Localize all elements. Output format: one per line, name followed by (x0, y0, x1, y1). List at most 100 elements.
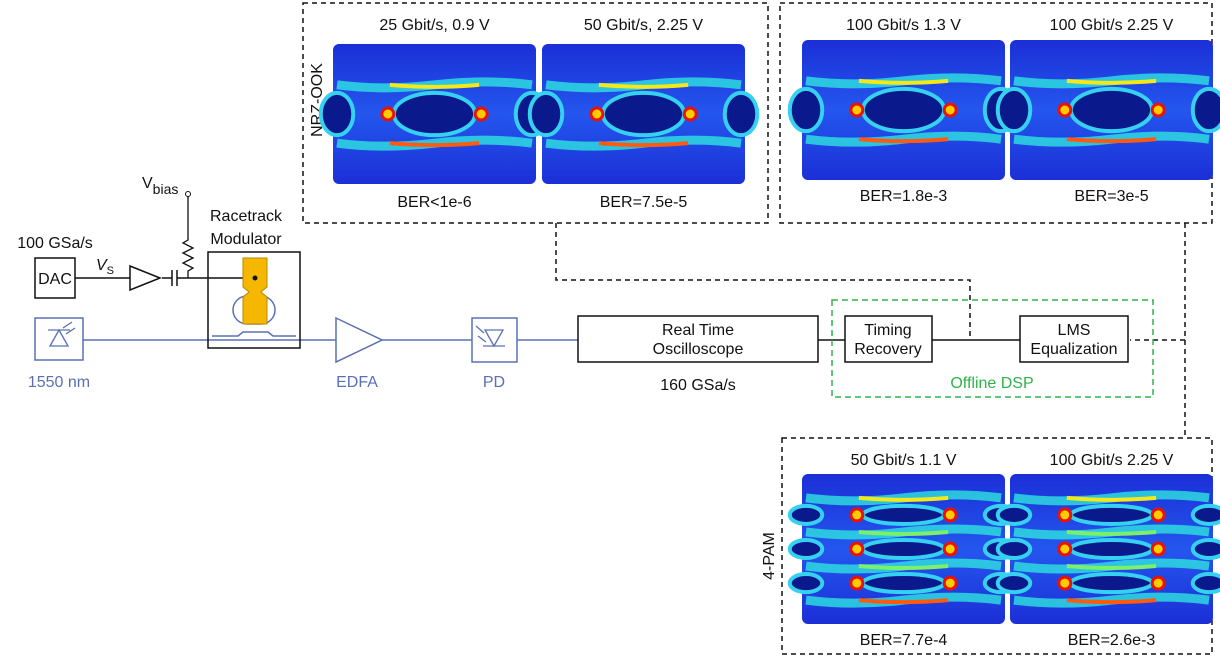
edfa-label: EDFA (336, 374, 378, 391)
crossing (1152, 543, 1164, 555)
eye-opening (863, 506, 944, 524)
crossing (1059, 543, 1071, 555)
eye-trace (599, 143, 688, 145)
electrode (243, 258, 267, 324)
eye-title: 50 Gbit/s, 2.25 V (584, 17, 704, 34)
crossing (1152, 104, 1164, 116)
ber-label: BER<1e-6 (397, 194, 471, 211)
bias: V (142, 175, 153, 192)
eye-opening (1193, 540, 1220, 558)
eye-opening (603, 93, 684, 135)
eye-diagram (998, 40, 1220, 180)
eye-title: 100 Gbit/s 2.25 V (1050, 452, 1174, 469)
eye-opening (790, 540, 822, 558)
laser-label: 1550 nm (28, 374, 90, 391)
eye-opening (998, 506, 1030, 524)
crossing (1059, 577, 1071, 589)
eye-opening (1193, 89, 1220, 131)
eye-trace (390, 143, 479, 145)
eye-diagram (790, 40, 1017, 180)
format-label: 4-PAM (761, 532, 778, 580)
eye-title: 50 Gbit/s 1.1 V (851, 452, 957, 469)
eye-opening (530, 93, 562, 135)
contact (253, 276, 258, 281)
crossing (591, 108, 603, 120)
eye-trace (1067, 81, 1156, 83)
osc-label-2: Oscilloscope (653, 341, 744, 358)
osc-rate: 160 GSa/s (660, 377, 736, 394)
eye-trace (1067, 566, 1156, 568)
eye-opening (725, 93, 757, 135)
dac-rate: 100 GSa/s (17, 235, 93, 252)
eye-trace (1067, 600, 1156, 602)
eye-trace (859, 532, 948, 534)
laser (35, 318, 83, 360)
eye-opening (998, 574, 1030, 592)
signal-label: VS (96, 257, 114, 277)
crossing (851, 577, 863, 589)
crossing (851, 543, 863, 555)
eye-opening (1193, 574, 1220, 592)
ber-label: BER=3e-5 (1074, 188, 1148, 205)
crossing (382, 108, 394, 120)
eye-trace (859, 139, 948, 141)
crossing (851, 104, 863, 116)
dsp-block-text: Recovery (854, 341, 922, 358)
eye-opening (1071, 540, 1152, 558)
crossing (1059, 104, 1071, 116)
crossing (944, 104, 956, 116)
crossing (1152, 577, 1164, 589)
eye-trace (1067, 139, 1156, 141)
eye-opening (998, 89, 1030, 131)
eye-trace (1067, 498, 1156, 500)
eye-title: 25 Gbit/s, 0.9 V (379, 17, 490, 34)
eye-trace (859, 81, 948, 83)
eye-opening (998, 540, 1030, 558)
pd-label: PD (483, 374, 505, 391)
dsp-label: Offline DSP (950, 375, 1033, 392)
ber-label: BER=7.7e-4 (860, 632, 948, 649)
eye-trace (859, 566, 948, 568)
eye-trace (599, 85, 688, 87)
pd (472, 318, 517, 362)
bias-sub: bias (153, 181, 179, 197)
ber-label: BER=1.8e-3 (860, 188, 948, 205)
connector (1130, 223, 1185, 438)
ber-label: BER=7.5e-5 (600, 194, 688, 211)
eye-diagram (321, 44, 548, 184)
crossing (944, 577, 956, 589)
crossing (475, 108, 487, 120)
dsp-block-text: Equalization (1030, 341, 1117, 358)
eye-diagram (998, 474, 1220, 624)
eye-opening (1193, 506, 1220, 524)
osc-label-1: Real Time (662, 322, 734, 339)
eye-diagram (530, 44, 757, 184)
eye-opening (863, 89, 944, 131)
eye-opening (321, 93, 353, 135)
eye-diagram (790, 474, 1017, 624)
crossing (684, 108, 696, 120)
setup-diagram: 1550 nm EDFA PD DAC 100 GSa/s VS Vbias R… (0, 0, 1220, 657)
amplifier (130, 266, 160, 290)
eye-opening (790, 574, 822, 592)
eye-opening (790, 89, 822, 131)
ber-label: BER=2.6e-3 (1068, 632, 1156, 649)
eye-opening (863, 540, 944, 558)
dsp-block-text: LMS (1058, 322, 1091, 339)
crossing (1152, 509, 1164, 521)
eye-title: 100 Gbit/s 1.3 V (846, 17, 961, 34)
crossing (1059, 509, 1071, 521)
modulator-label-1: Racetrack (210, 208, 283, 225)
eye-title: 100 Gbit/s 2.25 V (1050, 17, 1174, 34)
edfa (336, 318, 382, 362)
eye-trace (859, 498, 948, 500)
bias-label: Vbias (142, 175, 178, 197)
crossing (944, 509, 956, 521)
eye-opening (1071, 89, 1152, 131)
modulator-label-2: Modulator (210, 231, 282, 248)
eye-opening (1071, 574, 1152, 592)
bias-resistor (183, 196, 193, 278)
bias-node (186, 192, 191, 197)
eye-opening (863, 574, 944, 592)
eye-opening (1071, 506, 1152, 524)
